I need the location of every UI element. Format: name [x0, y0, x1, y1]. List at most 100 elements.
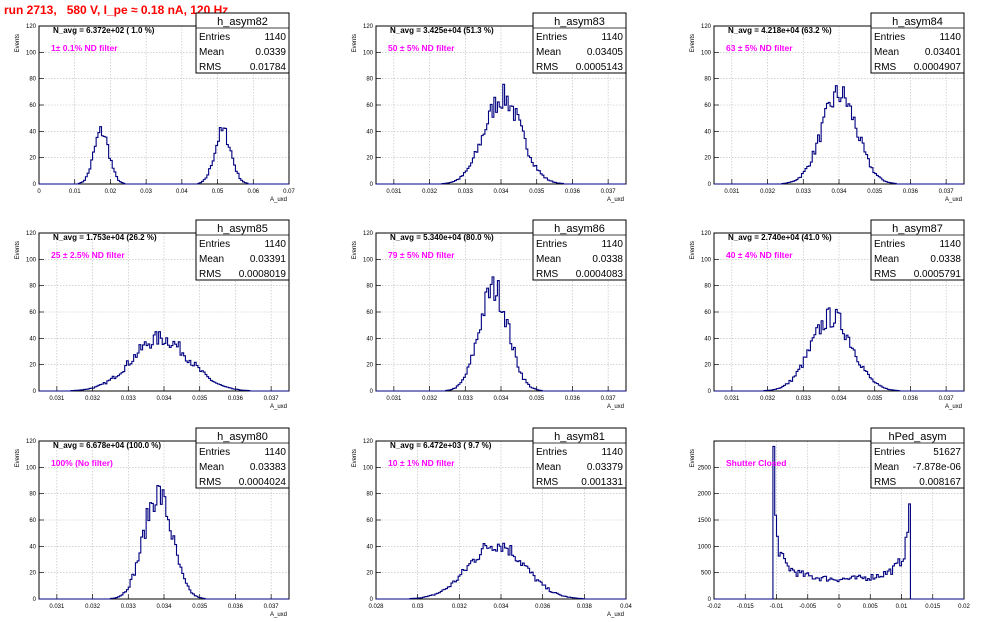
x-tick-label: 0.037 [939, 396, 955, 402]
stats-box: h_asym82 Entries 1140 Mean 0.0339 RMS 0.01784 [195, 12, 290, 74]
stats-mean-value: 0.0338 [930, 254, 961, 265]
x-tick-label: 0.038 [577, 604, 593, 610]
stats-entries-label: Entries [199, 239, 230, 250]
stats-box-frame [532, 219, 627, 281]
x-tick-label: 0.01 [69, 189, 81, 195]
x-tick-label: 0.031 [49, 604, 65, 610]
stats-rms-value: 0.0005143 [576, 62, 624, 73]
y-tick-label: 60 [366, 103, 373, 109]
y-tick-label: 100 [26, 257, 37, 263]
stats-entries-value: 1140 [264, 447, 286, 458]
y-tick-label: 0 [370, 182, 374, 188]
x-axis-label: A_uxd [270, 404, 287, 410]
stats-entries-value: 1140 [939, 239, 961, 250]
navg-label: N_avg = 5.340e+04 (80.0 %) [390, 233, 494, 242]
x-tick-label: 0 [37, 189, 41, 195]
x-axis-label: A_uxd [270, 612, 287, 618]
x-tick-label: 0.032 [85, 396, 101, 402]
x-axis-label: A_uxd [270, 197, 287, 203]
x-tick-label: 0.031 [386, 189, 402, 195]
y-tick-label: 40 [29, 336, 36, 342]
stats-mean-label: Mean [536, 462, 561, 473]
y-axis-label: Events [352, 449, 358, 467]
stats-mean-label: Mean [874, 47, 899, 58]
x-tick-label: 0.033 [796, 396, 812, 402]
x-tick-label: 0.031 [49, 396, 65, 402]
stats-rms-value: 0.0004024 [239, 477, 287, 488]
x-tick-label: 0.015 [925, 604, 941, 610]
x-axis-label: A_uxd [607, 612, 624, 618]
y-tick-label: 120 [363, 439, 374, 445]
y-tick-label: 80 [366, 77, 373, 83]
stats-rms-label: RMS [199, 269, 222, 280]
stats-rms-label: RMS [874, 269, 897, 280]
stats-entries-label: Entries [199, 447, 230, 458]
x-tick-label: 0.037 [601, 396, 617, 402]
x-tick-label: 0.036 [535, 604, 551, 610]
stats-box-frame [195, 427, 290, 489]
plot-frame [375, 232, 627, 392]
filter-annotation: Shutter Closed [726, 458, 786, 468]
stats-rms-value: 0.001331 [581, 477, 623, 488]
h_asym82-panel: 0 0.01 0.02 0.03 0.04 0.05 0.06 0.07 0 20 40 60 80 10… [15, 12, 295, 203]
h_asym84-panel: 0.031 0.032 0.033 0.034 0.035 0.036 0.037 0 20 40… [690, 12, 965, 203]
h_asym80-panel: 0.031 0.032 0.033 0.034 0.035 0.036 0.037 0 20 40… [15, 427, 290, 618]
h_asym83-histogram [376, 83, 626, 185]
h_asym87-panel: 0.031 0.032 0.033 0.034 0.035 0.036 0.037 0 20 40… [690, 219, 965, 410]
x-tick-label: 0.033 [458, 189, 474, 195]
h_asym80-histogram [39, 485, 289, 600]
h_asym85-histogram [39, 331, 289, 392]
h_asym85-panel: 0.031 0.032 0.033 0.034 0.035 0.036 0.037 0 20 40… [15, 219, 290, 410]
stats-title: h_asym82 [217, 16, 268, 28]
x-tick-label: 0.03 [412, 604, 424, 610]
stats-box-frame [870, 219, 965, 281]
x-axis-label: A_uxd [607, 197, 624, 203]
y-tick-label: 0 [370, 389, 374, 395]
filter-annotation: 10 ± 1% ND filter [388, 458, 455, 468]
x-tick-label: -0.005 [799, 604, 817, 610]
y-tick-label: 2500 [698, 465, 712, 471]
stats-rms-value: 0.0004907 [914, 62, 962, 73]
stats-rms-label: RMS [536, 477, 559, 488]
x-tick-label: -0.02 [707, 604, 721, 610]
x-tick-label: 0.036 [565, 189, 581, 195]
y-tick-label: 20 [29, 571, 36, 577]
x-tick-label: 0.032 [422, 396, 438, 402]
y-tick-label: 0 [708, 389, 712, 395]
plot-frame [375, 440, 627, 600]
stats-rms-value: 0.0005791 [914, 269, 962, 280]
y-tick-label: 100 [26, 465, 37, 471]
plot-frame [713, 440, 965, 600]
x-tick-label: 0.034 [493, 189, 509, 195]
filter-annotation: 40 ± 4% ND filter [726, 250, 793, 260]
plot-frame [713, 232, 965, 392]
stats-box: h_asym86 Entries 1140 Mean 0.0338 RMS 0.000408… [532, 219, 627, 281]
h_asym86-histogram [376, 276, 626, 392]
stats-rms-label: RMS [874, 62, 897, 73]
x-tick-label: 0.06 [247, 189, 259, 195]
y-tick-label: 100 [701, 257, 712, 263]
stats-entries-value: 1140 [601, 447, 623, 458]
filter-annotation: 79 ± 5% ND filter [388, 250, 455, 260]
x-tick-label: 0.033 [121, 604, 137, 610]
y-axis-label: Events [690, 241, 696, 259]
stats-rms-label: RMS [874, 477, 897, 488]
y-tick-label: 20 [704, 363, 711, 369]
stats-mean-value: 0.03383 [250, 462, 287, 473]
stats-entries-value: 1140 [939, 32, 961, 43]
y-tick-label: 40 [704, 129, 711, 135]
y-tick-label: 60 [29, 103, 36, 109]
stats-mean-value: 0.0338 [592, 254, 623, 265]
y-tick-label: 120 [26, 231, 37, 237]
hPed_asym-histogram [714, 445, 964, 600]
stats-title: h_asym86 [554, 223, 605, 235]
x-axis-label: A_uxd [945, 404, 962, 410]
y-axis-label: Events [690, 449, 696, 467]
x-tick-label: 0.033 [121, 396, 137, 402]
y-tick-label: 100 [26, 50, 37, 56]
stats-rms-value: 0.01784 [250, 62, 287, 73]
x-tick-label: 0.034 [831, 189, 847, 195]
y-tick-label: 80 [704, 284, 711, 290]
x-tick-label: 0.034 [493, 604, 509, 610]
y-tick-label: 80 [29, 77, 36, 83]
